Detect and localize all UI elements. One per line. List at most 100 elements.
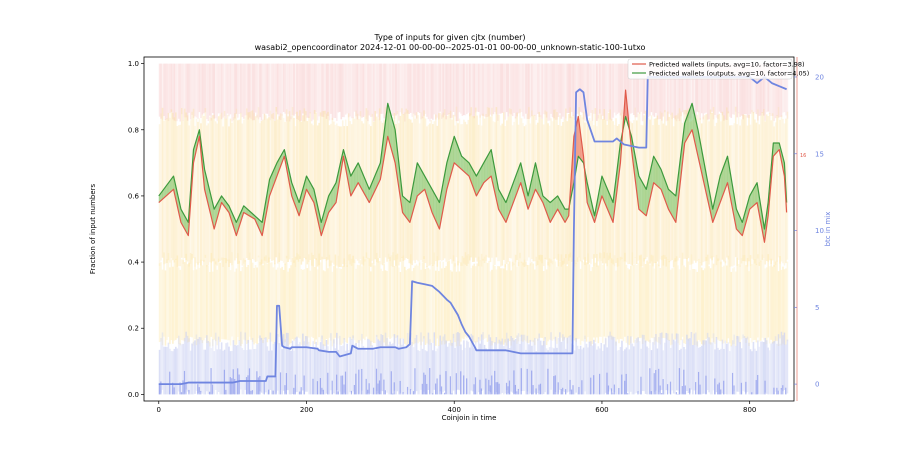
bg-composition-bar: [473, 347, 476, 395]
bg-composition-bar: [222, 350, 224, 395]
bg-blue-spike: [211, 384, 214, 395]
bg-composition-bar: [296, 252, 298, 337]
bg-composition-bar: [491, 63, 493, 116]
bg-composition-bar: [489, 116, 492, 263]
bg-composition-bar: [333, 339, 335, 394]
bg-composition-bar: [180, 63, 183, 115]
bg-composition-bar: [658, 124, 660, 267]
bg-composition-bar: [389, 256, 391, 339]
bg-composition-bar: [785, 344, 787, 395]
bg-composition-bar: [175, 63, 177, 122]
bg-composition-bar: [176, 348, 179, 395]
bg-composition-bar: [282, 117, 285, 263]
bg-composition-bar: [315, 63, 317, 113]
bg-composition-bar: [762, 109, 765, 259]
bg-composition-bar: [702, 63, 705, 120]
bg-composition-bar: [542, 271, 545, 346]
bg-composition-bar: [356, 348, 359, 395]
bg-blue-spike: [513, 370, 515, 395]
bg-composition-bar: [686, 63, 688, 121]
bg-composition-bar: [402, 255, 405, 339]
bg-composition-bar: [343, 63, 346, 118]
bg-blue-spike: [257, 377, 259, 395]
fill-outputs-above: [608, 191, 610, 214]
fill-outputs-above: [561, 202, 563, 218]
bg-composition-bar: [730, 63, 733, 118]
bg-composition-bar: [748, 63, 750, 119]
bg-composition-bar: [765, 340, 768, 394]
bg-blue-spike: [757, 375, 759, 395]
bg-composition-bar: [216, 63, 218, 121]
fill-outputs-above: [552, 199, 554, 219]
bg-composition-bar: [634, 339, 637, 394]
bg-blue-spike: [695, 382, 697, 395]
fill-outputs-above: [331, 189, 333, 209]
bg-composition-bar: [362, 256, 365, 339]
bg-composition-bar: [593, 63, 595, 114]
fill-outputs-above: [559, 198, 560, 214]
bg-composition-bar: [192, 270, 195, 346]
bg-composition-bar: [601, 264, 604, 343]
bg-composition-bar: [429, 63, 431, 122]
bg-composition-bar: [709, 109, 712, 259]
bg-composition-bar: [780, 331, 783, 390]
y2-axis-label: btc in mix: [824, 212, 832, 247]
fill-outputs-above: [402, 195, 404, 214]
bg-composition-bar: [630, 121, 632, 265]
bg-composition-bar: [610, 63, 613, 121]
fill-inputs-above: [576, 119, 578, 166]
fill-outputs-above: [604, 183, 606, 205]
bg-composition-bar: [180, 107, 183, 258]
bg-composition-bar: [375, 63, 378, 114]
fill-outputs-above: [227, 203, 229, 212]
bg-composition-bar: [346, 343, 348, 395]
bg-composition-bar: [452, 63, 455, 112]
bg-blue-spike: [569, 379, 571, 395]
bg-composition-bar: [562, 121, 564, 265]
bg-composition-bar: [409, 333, 412, 391]
bg-composition-bar: [194, 63, 196, 117]
bg-composition-bar: [477, 124, 480, 267]
fill-outputs-above: [394, 127, 396, 163]
bg-composition-bar: [274, 121, 276, 265]
fill-outputs-above: [163, 187, 165, 198]
bg-composition-bar: [709, 268, 712, 345]
bg-composition-bar: [282, 334, 285, 391]
fill-outputs-above: [654, 157, 656, 185]
bg-composition-bar: [480, 334, 483, 391]
bg-composition-bar: [214, 121, 217, 265]
fill-outputs-above: [531, 176, 533, 200]
bg-composition-bar: [343, 337, 346, 393]
bg-composition-bar: [321, 256, 323, 339]
bg-blue-spike: [661, 393, 663, 395]
bg-blue-spike: [689, 388, 691, 395]
fill-outputs-above: [271, 174, 272, 192]
bg-composition-bar: [548, 347, 551, 395]
bg-composition-bar: [364, 63, 366, 116]
bg-blue-spike: [621, 374, 623, 395]
bg-composition-bar: [328, 350, 331, 395]
bg-composition-bar: [748, 271, 750, 347]
bg-composition-bar: [700, 345, 703, 395]
bg-composition-bar: [715, 254, 718, 338]
bg-composition-bar: [383, 264, 385, 343]
bg-composition-bar: [762, 63, 765, 116]
fill-outputs-above: [691, 103, 693, 132]
bg-composition-bar: [551, 121, 554, 265]
bg-composition-bar: [415, 334, 418, 392]
bg-composition-bar: [395, 124, 397, 266]
fill-outputs-above: [756, 182, 758, 204]
bg-composition-bar: [567, 63, 570, 113]
bg-blue-spike: [554, 375, 556, 395]
bg-composition-bar: [621, 340, 623, 395]
bg-composition-bar: [223, 258, 226, 340]
bg-composition-bar: [160, 63, 162, 119]
fill-outputs-above: [497, 185, 499, 210]
bg-blue-spike: [355, 373, 357, 395]
bg-composition-bar: [560, 254, 563, 338]
bg-composition-bar: [656, 63, 659, 120]
bg-blue-spike: [285, 373, 288, 395]
bg-composition-bar: [548, 125, 551, 267]
bg-composition-bar: [560, 341, 563, 395]
fill-outputs-above: [488, 153, 489, 179]
